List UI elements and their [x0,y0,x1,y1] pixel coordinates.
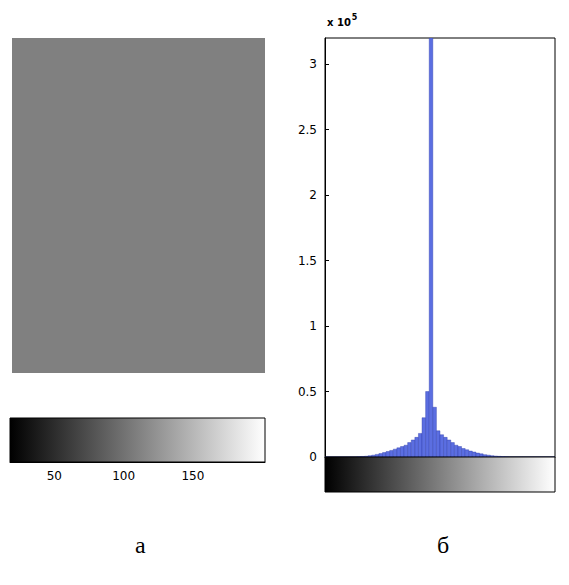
svg-text:1.5: 1.5 [298,254,317,268]
svg-text:3: 3 [309,57,317,71]
svg-text:150: 150 [181,469,204,483]
svg-text:1: 1 [309,319,317,333]
svg-text:0.5: 0.5 [298,385,317,399]
svg-text:x 10: x 10 [327,17,351,28]
svg-text:0: 0 [309,450,317,464]
svg-text:5: 5 [352,13,358,22]
svg-text:50: 50 [47,469,62,483]
svg-text:а: а [135,532,146,558]
svg-text:100: 100 [112,469,135,483]
svg-text:2.5: 2.5 [298,123,317,137]
svg-text:2: 2 [309,188,317,202]
svg-text:б: б [437,532,449,558]
